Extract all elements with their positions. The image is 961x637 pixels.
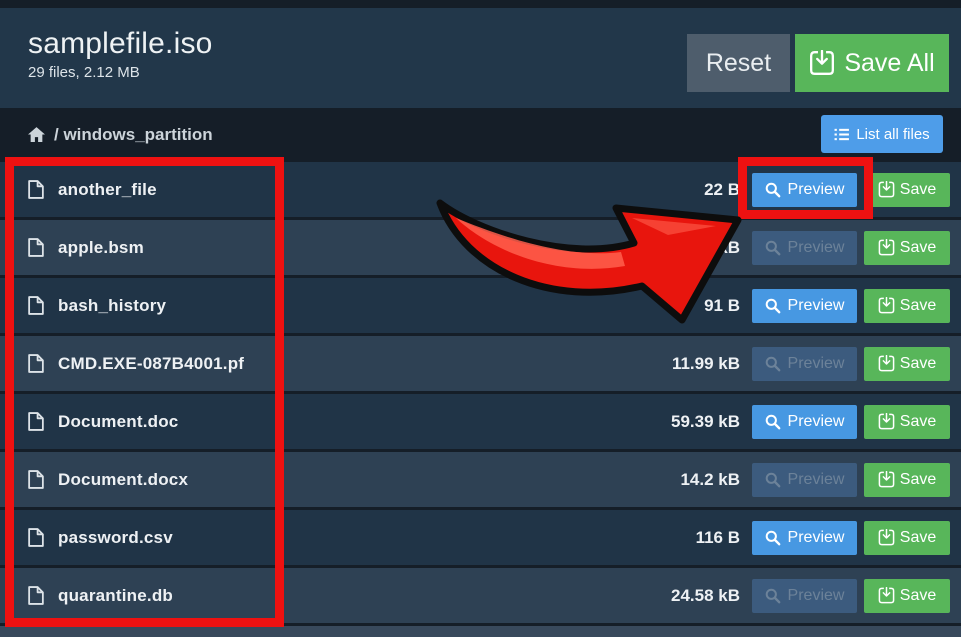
file-icon	[28, 586, 44, 605]
file-row: Document.docx 14.2 kB Preview Save	[0, 452, 961, 507]
file-name: another_file	[58, 179, 157, 199]
save-button[interactable]: Save	[864, 172, 950, 207]
save-button-label: Save	[899, 296, 937, 314]
save-button[interactable]: Save	[864, 578, 950, 613]
preview-button: Preview	[752, 230, 857, 265]
file-icon	[28, 180, 44, 199]
file-icon	[28, 354, 44, 373]
preview-button[interactable]: Preview	[752, 172, 857, 207]
file-row: bash_history 91 B Preview Save	[0, 278, 961, 333]
save-button-label: Save	[899, 412, 937, 430]
file-size: 14.2 kB	[680, 469, 740, 489]
download-icon	[878, 471, 895, 488]
save-button[interactable]: Save	[864, 230, 950, 265]
page-subtitle: 29 files, 2.12 MB	[28, 64, 140, 81]
file-size: kB	[718, 237, 740, 257]
save-button[interactable]: Save	[864, 288, 950, 323]
file-icon	[28, 296, 44, 315]
list-all-files-button[interactable]: List all files	[821, 115, 943, 153]
file-size: 11.99 kB	[671, 353, 740, 373]
list-all-files-label: List all files	[856, 125, 930, 143]
preview-button: Preview	[752, 578, 857, 613]
breadcrumb-path: / windows_partition	[54, 124, 213, 144]
file-icon	[28, 412, 44, 431]
file-row: apple.bsm kB Preview Save	[0, 220, 961, 275]
preview-button: Preview	[752, 346, 857, 381]
file-name: Document.doc	[58, 411, 179, 431]
download-icon	[878, 355, 895, 372]
file-size: 59.39 kB	[671, 411, 740, 431]
magnifier-icon	[765, 530, 781, 546]
preview-button-label: Preview	[787, 296, 845, 314]
download-icon	[878, 297, 895, 314]
magnifier-icon	[765, 182, 781, 198]
file-icon	[28, 470, 44, 489]
preview-button-label: Preview	[787, 528, 845, 546]
file-row: quarantine.db 24.58 kB Preview Save	[0, 568, 961, 623]
download-icon	[809, 50, 835, 76]
save-button[interactable]: Save	[864, 520, 950, 555]
magnifier-icon	[765, 414, 781, 430]
preview-button-label: Preview	[787, 180, 845, 198]
save-button[interactable]: Save	[864, 404, 950, 439]
magnifier-icon	[765, 472, 781, 488]
save-button-label: Save	[899, 180, 937, 198]
next-row-sliver	[0, 626, 961, 637]
preview-button[interactable]: Preview	[752, 520, 857, 555]
save-button-label: Save	[899, 354, 937, 372]
save-button[interactable]: Save	[864, 346, 950, 381]
reset-button[interactable]: Reset	[687, 34, 790, 92]
save-button-label: Save	[899, 238, 937, 256]
home-icon[interactable]	[28, 127, 45, 142]
file-name: password.csv	[58, 527, 173, 547]
reset-button-label: Reset	[705, 48, 772, 77]
file-list: another_file 22 B Preview Save	[0, 162, 961, 626]
file-row: Document.doc 59.39 kB Preview Save	[0, 394, 961, 449]
magnifier-icon	[765, 298, 781, 314]
file-name: CMD.EXE-087B4001.pf	[58, 353, 245, 373]
magnifier-icon	[765, 356, 781, 372]
file-size: 91 B	[704, 295, 740, 315]
file-name: quarantine.db	[58, 585, 173, 605]
page-title: samplefile.iso	[28, 27, 213, 60]
breadcrumb: / windows_partition List all files	[0, 108, 961, 161]
file-row: another_file 22 B Preview Save	[0, 162, 961, 217]
list-icon	[834, 128, 850, 141]
preview-button-label: Preview	[787, 354, 845, 372]
file-row: password.csv 116 B Preview Save	[0, 510, 961, 565]
save-all-button[interactable]: Save All	[795, 34, 949, 92]
file-size: 22 B	[704, 179, 740, 199]
download-icon	[878, 239, 895, 256]
magnifier-icon	[765, 588, 781, 604]
header: samplefile.iso 29 files, 2.12 MB Reset S…	[0, 8, 961, 108]
preview-button-label: Preview	[787, 238, 845, 256]
file-size: 24.58 kB	[671, 585, 740, 605]
file-size: 116 B	[695, 527, 740, 547]
file-name: bash_history	[58, 295, 167, 315]
preview-button[interactable]: Preview	[752, 288, 857, 323]
save-button-label: Save	[899, 528, 937, 546]
download-icon	[878, 181, 895, 198]
file-icon	[28, 238, 44, 257]
preview-button-label: Preview	[787, 412, 845, 430]
save-all-button-label: Save All	[844, 48, 935, 77]
save-button-label: Save	[899, 586, 937, 604]
preview-button[interactable]: Preview	[752, 404, 857, 439]
preview-button-label: Preview	[787, 470, 845, 488]
save-button[interactable]: Save	[864, 462, 950, 497]
file-name: Document.docx	[58, 469, 189, 489]
magnifier-icon	[765, 240, 781, 256]
download-icon	[878, 587, 895, 604]
preview-button-label: Preview	[787, 586, 845, 604]
file-row: CMD.EXE-087B4001.pf 11.99 kB Preview Sav…	[0, 336, 961, 391]
download-icon	[878, 413, 895, 430]
file-name: apple.bsm	[58, 237, 144, 257]
preview-button: Preview	[752, 462, 857, 497]
file-icon	[28, 528, 44, 547]
save-button-label: Save	[899, 470, 937, 488]
download-icon	[878, 529, 895, 546]
